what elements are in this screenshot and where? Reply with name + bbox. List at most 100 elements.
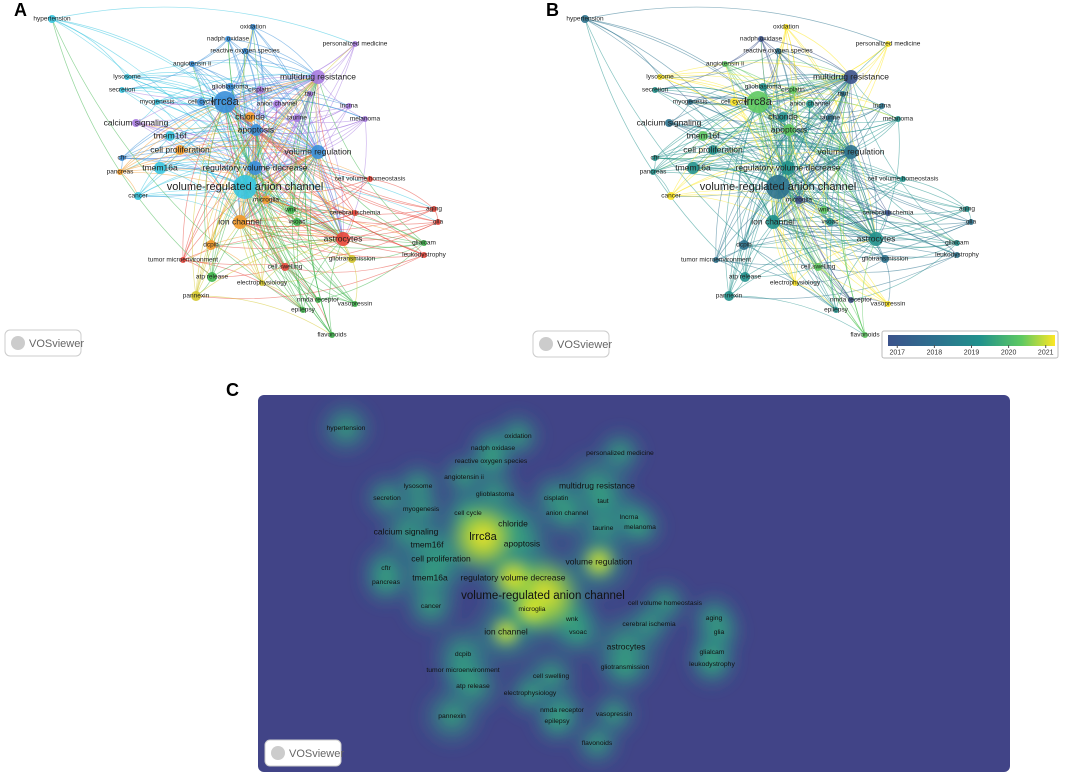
keyword-label: lrrc8a xyxy=(744,96,772,108)
keyword-label: lrrc8a xyxy=(469,531,497,543)
link xyxy=(817,266,852,301)
node xyxy=(226,83,234,91)
node xyxy=(740,272,750,282)
link xyxy=(830,151,852,311)
link xyxy=(875,237,958,256)
keyword-label: lysosome xyxy=(404,483,433,490)
link xyxy=(137,151,319,197)
link xyxy=(744,238,877,278)
logo-icon xyxy=(271,746,285,760)
link xyxy=(884,242,958,260)
link xyxy=(777,186,889,305)
link xyxy=(244,186,319,301)
link xyxy=(137,195,241,223)
keyword-label: hypertension xyxy=(566,16,604,23)
keyword-label: tumor microenvironment xyxy=(148,257,218,264)
keyword-label: taurine xyxy=(593,525,614,532)
keyword-label: vsoac xyxy=(822,219,840,226)
node xyxy=(844,70,858,84)
link xyxy=(191,63,246,188)
keyword-label: nmda receptor xyxy=(830,297,873,304)
node xyxy=(165,131,175,141)
node xyxy=(783,24,789,30)
link xyxy=(211,129,257,278)
node xyxy=(117,169,123,175)
colorbar-tick-label: 2020 xyxy=(1001,349,1017,356)
node xyxy=(826,218,834,226)
keyword-label: personalized medicine xyxy=(856,41,921,48)
logo-text: VOSviewer xyxy=(557,339,612,351)
keyword-label: vsoac xyxy=(289,219,307,226)
node xyxy=(352,210,358,216)
link xyxy=(712,76,852,151)
node xyxy=(820,206,828,214)
keyword-label: tmem16f xyxy=(686,130,720,140)
keyword-label: flavonoids xyxy=(317,332,347,339)
node xyxy=(132,119,140,127)
link xyxy=(119,129,257,173)
panel-a: hypertension oxidation nadph oxidase person… xyxy=(4,6,447,357)
keyword-label: cell proliferation xyxy=(683,144,743,154)
panel-b: hypertension oxidation nadph oxidase person… xyxy=(532,6,1059,359)
keyword-label: epilepsy xyxy=(545,718,571,725)
link xyxy=(169,103,278,137)
link xyxy=(179,149,344,240)
link xyxy=(137,190,292,211)
keyword-label: lysosome xyxy=(113,74,141,81)
node xyxy=(281,263,289,271)
keyword-label: cerebral ischemia xyxy=(330,210,381,217)
link xyxy=(829,221,886,260)
keyword-label: nmda receptor xyxy=(297,297,340,304)
link xyxy=(760,38,852,78)
link xyxy=(777,186,837,311)
edges xyxy=(584,6,972,336)
keyword-label: gliotransmission xyxy=(862,256,909,263)
keyword-label: volume-regulated anion channel xyxy=(167,181,324,193)
node xyxy=(954,252,960,258)
keyword-label: calcium signaling xyxy=(374,526,439,536)
link xyxy=(724,38,762,65)
node xyxy=(119,155,125,161)
link xyxy=(51,18,226,103)
node xyxy=(119,87,125,93)
link xyxy=(261,151,319,284)
link xyxy=(317,242,425,301)
logo-icon xyxy=(539,337,553,351)
node xyxy=(293,114,301,122)
keyword-label: glia xyxy=(433,219,444,226)
keyword-label: wnk xyxy=(284,207,297,214)
node xyxy=(336,232,350,246)
node xyxy=(781,161,795,175)
keyword-label: myogenesis xyxy=(403,506,440,513)
link xyxy=(239,221,304,311)
link xyxy=(244,105,350,188)
link xyxy=(239,43,356,223)
colorbar xyxy=(888,335,1055,346)
link xyxy=(772,208,968,232)
node xyxy=(431,206,437,212)
link xyxy=(317,76,356,214)
link xyxy=(249,116,319,153)
density-blob xyxy=(314,396,378,460)
labels: hypertension oxidation nadph oxidase person… xyxy=(566,16,979,339)
link xyxy=(255,129,439,223)
node xyxy=(895,116,901,122)
keyword-label: taut xyxy=(597,498,608,505)
keyword-label: tmem16a xyxy=(412,572,448,582)
link xyxy=(794,258,886,284)
link xyxy=(788,129,889,305)
link xyxy=(135,76,319,124)
link xyxy=(737,101,759,278)
link xyxy=(837,76,866,336)
link xyxy=(252,26,319,78)
keyword-label: cell swelling xyxy=(533,673,569,680)
node xyxy=(245,112,255,122)
node xyxy=(581,15,589,23)
keyword-label: leukodystrophy xyxy=(935,252,979,259)
density-blob xyxy=(593,635,657,699)
node xyxy=(293,218,301,226)
keyword-label: glialcam xyxy=(945,240,969,247)
link xyxy=(265,197,356,214)
keyword-label: anion channel xyxy=(546,510,589,517)
